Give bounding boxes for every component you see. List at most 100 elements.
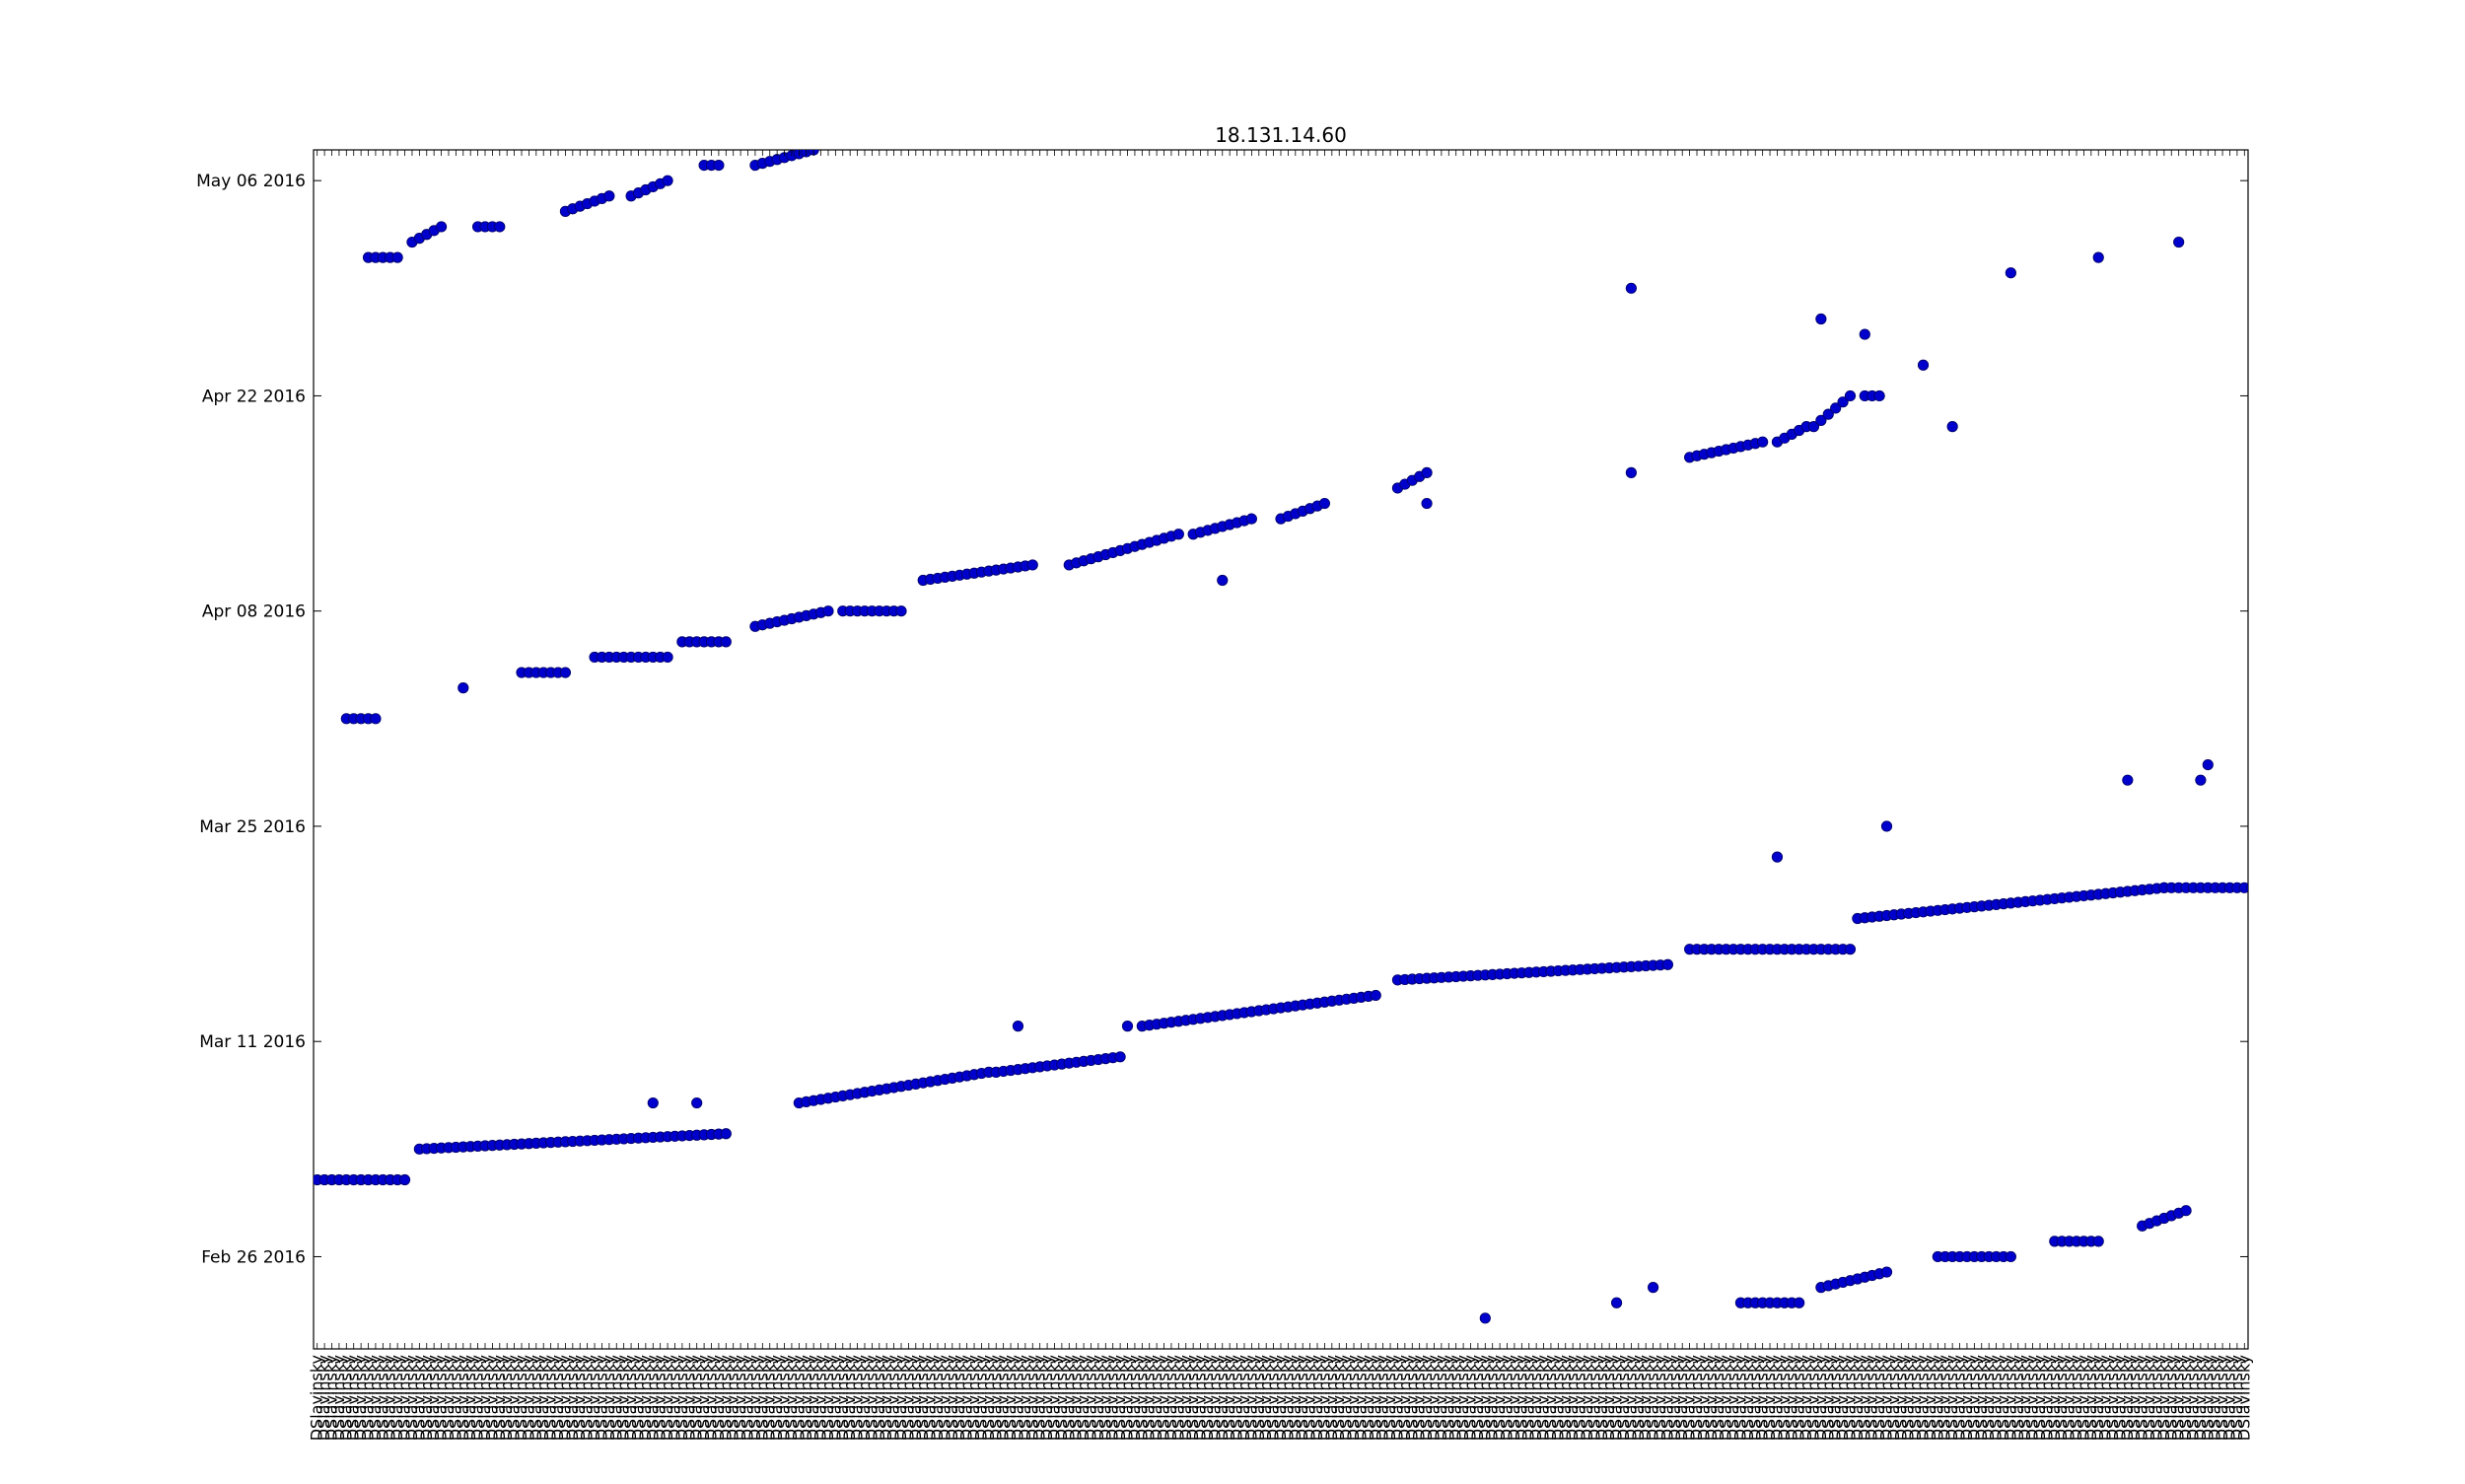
x-tick-label: DSlavinsky	[1614, 1355, 1633, 1441]
x-tick-label: DSlavinsky	[935, 1355, 953, 1441]
x-tick-label: DSlavinsky	[548, 1355, 567, 1441]
x-tick-label: DSlavinsky	[1745, 1355, 1764, 1441]
x-tick-label: DSlavinsky	[1490, 1355, 1509, 1441]
x-tick-label: DSlavinsky	[928, 1355, 947, 1441]
x-tick-label: DSlavinsky	[2176, 1355, 2195, 1441]
data-point	[2276, 1190, 2286, 1200]
x-tick-label: DSlavinsky	[359, 1355, 378, 1441]
y-tick-label: Apr 22 2016	[202, 387, 306, 406]
x-tick-label: DSlavinsky	[1694, 1355, 1713, 1441]
x-tick-label: DSlavinsky	[2133, 1355, 2151, 1441]
data-point	[1479, 1312, 1491, 1324]
x-tick-label: DSlavinsky	[1534, 1355, 1553, 1441]
data-point	[1318, 497, 1331, 510]
x-tick-label: DSlavinsky	[1468, 1355, 1487, 1441]
x-tick-label: DSlavinsky	[387, 1355, 406, 1441]
x-tick-label: DSlavinsky	[1322, 1355, 1341, 1441]
x-tick-label: DSlavinsky	[1803, 1355, 1822, 1441]
x-tick-label: DSlavinsky	[1979, 1355, 1998, 1441]
data-point	[2180, 1205, 2192, 1217]
x-tick-label: DSlavinsky	[1168, 1355, 1187, 1441]
x-tick-label: DSlavinsky	[1775, 1355, 1794, 1441]
x-tick-label: DSlavinsky	[2183, 1355, 2202, 1441]
x-tick-label: DSlavinsky	[1541, 1355, 1560, 1441]
data-point	[2415, 826, 2425, 836]
x-tick-label: DSlavinsky	[862, 1355, 880, 1441]
x-tick-label: DSlavinsky	[1578, 1355, 1596, 1441]
x-tick-label: DSlavinsky	[1271, 1355, 1290, 1441]
x-tick-label: DSlavinsky	[1241, 1355, 1260, 1441]
x-tick-label: DSlavinsky	[1395, 1355, 1414, 1441]
x-tick-label: DSlavinsky	[672, 1355, 691, 1441]
x-tick-label: DSlavinsky	[366, 1355, 385, 1441]
x-tick-label: DSlavinsky	[957, 1355, 976, 1441]
x-tick-label: DSlavinsky	[840, 1355, 859, 1441]
x-tick-label: DSlavinsky	[1636, 1355, 1655, 1441]
x-tick-label: DSlavinsky	[2140, 1355, 2158, 1441]
x-tick-label: DSlavinsky	[1337, 1355, 1356, 1441]
x-tick-label: DSlavinsky	[2015, 1355, 2034, 1441]
x-tick-label: DSlavinsky	[1030, 1355, 1049, 1441]
x-tick-label: DSlavinsky	[1344, 1355, 1363, 1441]
x-tick-label: DSlavinsky	[2081, 1355, 2100, 1441]
x-tick-label: DSlavinsky	[1811, 1355, 1830, 1441]
x-tick-label: DSlavinsky	[1790, 1355, 1808, 1441]
x-tick-label: DSlavinsky	[563, 1355, 582, 1441]
data-point	[1946, 421, 1958, 433]
x-tick-label: DSlavinsky	[1833, 1355, 1852, 1441]
data-point	[2284, 1190, 2293, 1200]
data-point	[822, 605, 834, 617]
x-tick-label: DSlavinsky	[2074, 1355, 2092, 1441]
data-point	[2327, 844, 2337, 854]
x-tick-label: DSlavinsky	[1651, 1355, 1669, 1441]
x-tick-label: DSlavinsky	[490, 1355, 509, 1441]
x-tick-label: DSlavinsky	[1314, 1355, 1333, 1441]
x-tick-label: DSlavinsky	[1571, 1355, 1589, 1441]
x-tick-label: DSlavinsky	[855, 1355, 874, 1441]
x-tick-label: DSlavinsky	[2088, 1355, 2107, 1441]
x-tick-label: DSlavinsky	[1191, 1355, 1210, 1441]
x-tick-label: DSlavinsky	[1796, 1355, 1815, 1441]
x-tick-label: DSlavinsky	[1994, 1355, 2012, 1441]
data-point	[435, 221, 448, 233]
x-tick-label: DSlavinsky	[1016, 1355, 1034, 1441]
x-tick-label: DSlavinsky	[898, 1355, 917, 1441]
data-point	[1625, 466, 1637, 478]
x-tick-label: DSlavinsky	[1118, 1355, 1137, 1441]
x-tick-label: DSlavinsky	[2023, 1355, 2042, 1441]
data-point	[2312, 848, 2322, 858]
data-point	[1661, 958, 1674, 970]
x-tick-label: DSlavinsky	[1607, 1355, 1626, 1441]
x-tick-label: DSlavinsky	[424, 1355, 443, 1441]
y-tick-label: Mar 25 2016	[199, 817, 306, 837]
x-tick-label: DSlavinsky	[322, 1355, 341, 1441]
x-tick-label: DSlavinsky	[1498, 1355, 1516, 1441]
data-point	[1245, 513, 1257, 525]
data-point	[1859, 328, 1870, 340]
data-point	[2297, 1190, 2307, 1200]
x-tick-label: DSlavinsky	[1483, 1355, 1502, 1441]
x-tick-label: DSlavinsky	[439, 1355, 458, 1441]
x-tick-label: DSlavinsky	[505, 1355, 524, 1441]
x-tick-label: DSlavinsky	[1082, 1355, 1100, 1441]
x-tick-label: DSlavinsky	[1730, 1355, 1749, 1441]
data-point	[2458, 819, 2465, 829]
x-tick-label: DSlavinsky	[555, 1355, 574, 1441]
x-tick-label: DSlavinsky	[1410, 1355, 1429, 1441]
x-tick-label: DSlavinsky	[373, 1355, 391, 1441]
x-tick-label: DSlavinsky	[1387, 1355, 1406, 1441]
plot-area	[313, 149, 2249, 1350]
x-tick-label: DSlavinsky	[1432, 1355, 1450, 1441]
x-tick-label: DSlavinsky	[1103, 1355, 1122, 1441]
x-tick-label: DSlavinsky	[1950, 1355, 1969, 1441]
x-tick-label: DSlavinsky	[1724, 1355, 1742, 1441]
data-point	[2005, 267, 2016, 279]
x-tick-label: DSlavinsky	[2045, 1355, 2064, 1441]
x-tick-label: DSlavinsky	[599, 1355, 618, 1441]
data-point	[2370, 833, 2380, 843]
x-tick-label: DSlavinsky	[592, 1355, 610, 1441]
data-point	[1822, 408, 1834, 420]
x-tick-label: DSlavinsky	[964, 1355, 983, 1441]
x-tick-label: DSlavinsky	[1644, 1355, 1662, 1441]
x-tick-label: DSlavinsky	[1074, 1355, 1092, 1441]
